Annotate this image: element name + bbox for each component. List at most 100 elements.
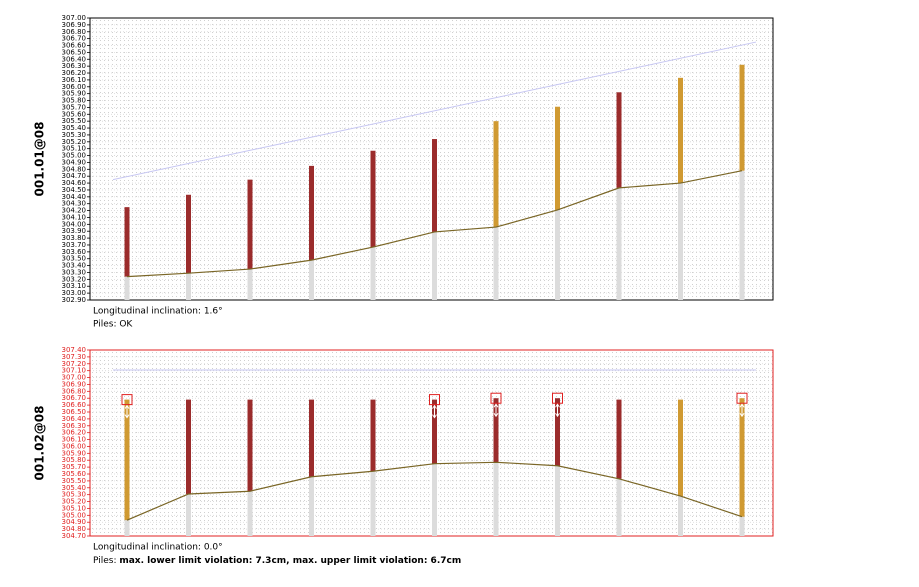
y-tick-label: 305.90 [62, 449, 87, 457]
pile [186, 399, 191, 494]
y-tick-label: 303.50 [62, 255, 87, 263]
pile [616, 399, 622, 479]
violation-marker [552, 392, 563, 404]
y-tick-label: 306.90 [62, 380, 87, 388]
y-tick-label: 305.20 [62, 498, 87, 506]
violation-arrow [124, 404, 130, 419]
y-tick-label: 303.30 [62, 268, 87, 276]
y-tick-label: 306.50 [62, 48, 87, 56]
pile-below-ground [186, 273, 191, 300]
note-part: Piles: [93, 556, 119, 566]
y-tick-label: 304.90 [62, 518, 87, 526]
pile [247, 179, 253, 270]
pile [678, 399, 683, 497]
y-tick-label: 305.60 [62, 470, 87, 478]
y-tick-label: 306.00 [62, 83, 87, 91]
plot-background [90, 350, 773, 536]
y-tick-label: 304.70 [62, 532, 87, 540]
pile-below-ground [432, 463, 437, 536]
limit-line [112, 41, 757, 181]
y-tick-label: 306.40 [62, 55, 87, 63]
y-tick-label: 304.80 [62, 165, 87, 173]
y-tick-label: 307.20 [62, 360, 87, 368]
y-tick-label: 305.80 [62, 97, 87, 105]
y-tick-label: 305.10 [62, 145, 87, 153]
note: Piles: OK [93, 320, 133, 330]
y-tick-label: 306.30 [62, 422, 87, 430]
violation-marker [736, 392, 748, 404]
y-tick-label: 305.10 [62, 504, 87, 512]
pile-below-ground [124, 276, 130, 300]
pile-below-ground [309, 476, 314, 536]
y-tick-label: 307.00 [62, 374, 87, 382]
pile [124, 399, 130, 521]
pile [186, 194, 191, 274]
note-part: max. lower limit violation: 7.3cm, max. … [119, 556, 461, 566]
y-tick-label: 306.00 [62, 442, 87, 450]
y-tick-label: 304.30 [62, 200, 87, 208]
y-tick-label: 303.80 [62, 234, 87, 242]
pile-below-ground [493, 462, 499, 536]
y-tick-label: 305.00 [62, 511, 87, 519]
pile-below-ground [247, 491, 253, 536]
y-tick-label: 305.50 [62, 477, 87, 485]
y-tick-label: 306.50 [62, 408, 87, 416]
y-tick-label: 303.90 [62, 227, 87, 235]
y-tick-label: 305.20 [62, 138, 87, 146]
pile-below-ground [186, 493, 191, 536]
pile [309, 165, 314, 261]
pile-below-ground [432, 231, 437, 300]
pile [247, 399, 253, 492]
pile-below-ground [247, 269, 253, 300]
pile [739, 64, 745, 171]
y-tick-label: 306.60 [62, 42, 87, 50]
y-tick-label: 303.60 [62, 248, 87, 256]
y-tick-label: 306.80 [62, 387, 87, 395]
pile-below-ground [739, 170, 745, 300]
pile-below-ground [678, 183, 683, 300]
pile-below-ground [370, 247, 376, 300]
y-tick-label: 306.20 [62, 69, 87, 77]
y-tick-label: 307.40 [62, 346, 87, 354]
pile [555, 398, 560, 466]
y-tick-label: 303.20 [62, 275, 87, 283]
y-tick-label: 306.80 [62, 28, 87, 36]
y-tick-label: 307.30 [62, 353, 87, 361]
y-tick-label: 306.10 [62, 436, 87, 444]
pile-below-ground [370, 471, 376, 536]
y-tick-label: 307.10 [62, 367, 87, 375]
pile [493, 398, 499, 463]
pile-below-ground [555, 209, 560, 300]
y-tick-label: 303.00 [62, 289, 87, 297]
y-tick-label: 306.90 [62, 21, 87, 29]
y-tick-label: 306.60 [62, 401, 87, 409]
y-tick-label: 305.70 [62, 103, 87, 111]
y-tick-label: 304.20 [62, 207, 87, 215]
plot-border [89, 349, 774, 537]
ground-line [126, 170, 743, 278]
plot-background [90, 18, 773, 300]
pile-below-ground [616, 478, 622, 536]
note: Longitudinal inclination: 0.0° [93, 543, 223, 553]
y-tick-label: 306.30 [62, 62, 87, 70]
y-tick-label: 305.70 [62, 463, 87, 471]
plot-border [89, 17, 774, 301]
y-tick-label: 303.70 [62, 241, 87, 249]
pile-below-ground [555, 465, 560, 536]
y-tick-label: 306.40 [62, 415, 87, 423]
y-tick-label: 304.00 [62, 220, 87, 228]
pile [493, 121, 499, 228]
y-tick-label: 304.80 [62, 525, 87, 533]
pile [124, 207, 130, 277]
pile [678, 77, 683, 184]
y-tick-label: 302.90 [62, 296, 87, 304]
pile [370, 399, 376, 472]
y-tick-label: 303.40 [62, 262, 87, 270]
y-tick-label: 304.40 [62, 193, 87, 201]
pile [432, 399, 437, 464]
y-tick-label: 306.70 [62, 35, 87, 43]
pile-below-ground [493, 227, 499, 300]
y-tick-label: 305.40 [62, 124, 87, 132]
pile [616, 92, 622, 188]
